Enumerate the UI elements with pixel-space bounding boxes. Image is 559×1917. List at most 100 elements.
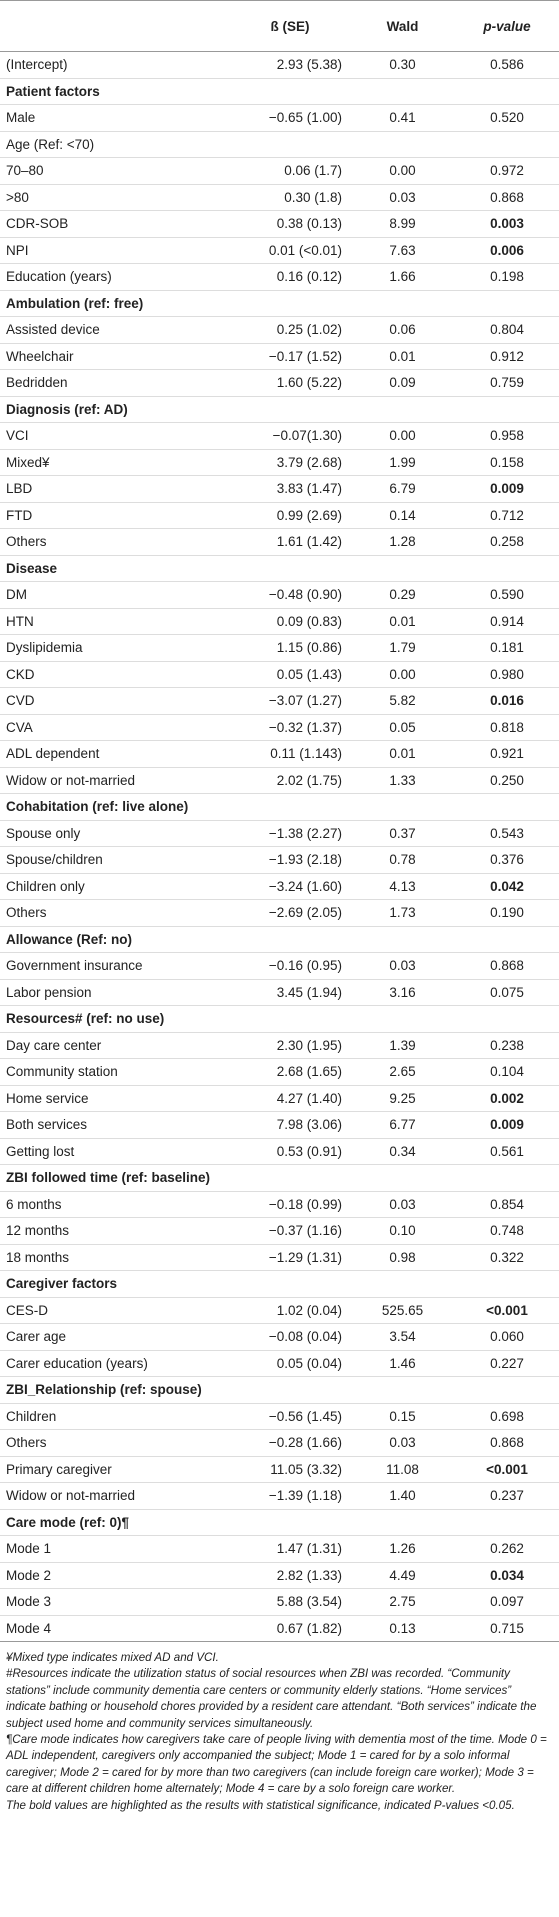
p-value-cell: 0.190	[455, 899, 559, 927]
p-value-cell: 0.914	[455, 608, 559, 635]
row-label: Mode 4	[0, 1615, 230, 1642]
p-value-cell: 0.868	[455, 184, 559, 211]
section-row: Caregiver factors	[0, 1270, 559, 1298]
p-value-cell: 0.712	[455, 502, 559, 529]
row-label: Carer education (years)	[0, 1350, 230, 1377]
wald-cell: 0.01	[350, 608, 455, 635]
wald-cell: 1.46	[350, 1350, 455, 1377]
data-row: Day care center 2.30 (1.95) 1.39 0.238	[0, 1032, 559, 1059]
beta-cell: 7.98 (3.06)	[230, 1111, 350, 1139]
beta-cell: −0.32 (1.37)	[230, 714, 350, 741]
row-label: Getting lost	[0, 1138, 230, 1165]
beta-cell: 3.83 (1.47)	[230, 475, 350, 503]
p-value-cell: 0.972	[455, 157, 559, 185]
p-value-cell	[455, 131, 559, 158]
p-value-cell: 0.016	[455, 687, 559, 715]
p-value-cell: 0.586	[455, 51, 559, 79]
wald-cell: 0.00	[350, 661, 455, 688]
wald-cell: 0.13	[350, 1615, 455, 1642]
beta-cell: 0.11 (1.143)	[230, 740, 350, 768]
p-value-cell: 0.262	[455, 1535, 559, 1563]
wald-cell: 1.26	[350, 1535, 455, 1563]
data-row: Mixed¥ 3.79 (2.68) 1.99 0.158	[0, 449, 559, 476]
table-body: (Intercept) 2.93 (5.38) 0.30 0.586 Patient f…	[0, 51, 559, 1642]
data-row: Others 1.61 (1.42) 1.28 0.258	[0, 528, 559, 556]
row-label: Widow or not-married	[0, 767, 230, 794]
p-value-cell: <0.001	[455, 1297, 559, 1324]
wald-cell: 11.08	[350, 1456, 455, 1483]
wald-cell: 0.41	[350, 104, 455, 132]
p-value-cell: 0.237	[455, 1482, 559, 1510]
data-row: NPI 0.01 (<0.01) 7.63 0.006	[0, 237, 559, 264]
beta-cell: −0.48 (0.90)	[230, 581, 350, 609]
row-label: CDR-SOB	[0, 210, 230, 238]
data-row: Mode 1 1.47 (1.31) 1.26 0.262	[0, 1535, 559, 1563]
p-value-cell: 0.698	[455, 1403, 559, 1430]
section-heading: Allowance (Ref: no)	[0, 926, 559, 953]
beta-cell: −2.69 (2.05)	[230, 899, 350, 927]
data-row: CDR-SOB 0.38 (0.13) 8.99 0.003	[0, 210, 559, 238]
p-value-cell: 0.075	[455, 979, 559, 1006]
p-value-cell: 0.921	[455, 740, 559, 768]
row-label: Bedridden	[0, 369, 230, 397]
data-row: Getting lost 0.53 (0.91) 0.34 0.561	[0, 1138, 559, 1165]
section-heading: Care mode (ref: 0)¶	[0, 1509, 559, 1536]
beta-cell: 0.38 (0.13)	[230, 210, 350, 238]
regression-table: ß (SE) Wald p-value (Intercept) 2.93 (5.3…	[0, 0, 559, 1642]
header-cell: ß (SE)	[230, 0, 350, 52]
data-row: 18 months −1.29 (1.31) 0.98 0.322	[0, 1244, 559, 1271]
header-blank	[0, 0, 230, 52]
wald-cell: 2.65	[350, 1058, 455, 1086]
data-row: VCI −0.07(1.30) 0.00 0.958	[0, 422, 559, 450]
data-row: Age (Ref: <70)	[0, 131, 559, 158]
beta-cell: 0.09 (0.83)	[230, 608, 350, 635]
beta-cell: −0.28 (1.66)	[230, 1429, 350, 1457]
wald-cell: 1.99	[350, 449, 455, 476]
wald-cell: 1.33	[350, 767, 455, 794]
beta-cell: 2.02 (1.75)	[230, 767, 350, 794]
p-value-cell: 0.003	[455, 210, 559, 238]
p-value-cell: 0.561	[455, 1138, 559, 1165]
data-row: Widow or not-married −1.39 (1.18) 1.40 0.23…	[0, 1482, 559, 1510]
beta-cell: 0.67 (1.82)	[230, 1615, 350, 1642]
footnote: ¶Care mode indicates how caregivers take…	[6, 1733, 547, 1796]
beta-cell: 1.61 (1.42)	[230, 528, 350, 556]
wald-cell: 0.34	[350, 1138, 455, 1165]
beta-cell: −0.07(1.30)	[230, 422, 350, 450]
data-row: >80 0.30 (1.8) 0.03 0.868	[0, 184, 559, 211]
data-row: Dyslipidemia 1.15 (0.86) 1.79 0.181	[0, 634, 559, 662]
p-value-cell: 0.227	[455, 1350, 559, 1377]
row-label: FTD	[0, 502, 230, 529]
p-value-cell: <0.001	[455, 1456, 559, 1483]
wald-cell: 8.99	[350, 210, 455, 238]
wald-cell: 0.14	[350, 502, 455, 529]
beta-cell: 1.02 (0.04)	[230, 1297, 350, 1324]
p-value-cell: 0.980	[455, 661, 559, 688]
wald-cell: 0.00	[350, 157, 455, 185]
p-value-cell: 0.854	[455, 1191, 559, 1218]
p-value-cell: 0.543	[455, 820, 559, 847]
section-row: ZBI followed time (ref: baseline)	[0, 1164, 559, 1192]
wald-cell: 0.37	[350, 820, 455, 847]
p-value-cell: 0.590	[455, 581, 559, 609]
data-row: 6 months −0.18 (0.99) 0.03 0.854	[0, 1191, 559, 1218]
wald-cell	[350, 131, 455, 158]
row-label: ADL dependent	[0, 740, 230, 768]
section-heading: Caregiver factors	[0, 1270, 559, 1298]
data-row: Others −2.69 (2.05) 1.73 0.190	[0, 899, 559, 927]
row-label: Children	[0, 1403, 230, 1430]
data-row: Mode 4 0.67 (1.82) 0.13 0.715	[0, 1615, 559, 1642]
beta-cell: 0.53 (0.91)	[230, 1138, 350, 1165]
row-label: Children only	[0, 873, 230, 900]
section-heading: Patient factors	[0, 78, 559, 105]
p-value-cell: 0.258	[455, 528, 559, 556]
wald-cell: 0.29	[350, 581, 455, 609]
wald-cell: 4.49	[350, 1562, 455, 1589]
wald-cell: 1.40	[350, 1482, 455, 1510]
row-label: CVA	[0, 714, 230, 741]
row-label: Assisted device	[0, 316, 230, 344]
header-cell: p-value	[455, 0, 559, 52]
row-label: Labor pension	[0, 979, 230, 1006]
section-row: Allowance (Ref: no)	[0, 926, 559, 953]
row-label: Others	[0, 528, 230, 556]
